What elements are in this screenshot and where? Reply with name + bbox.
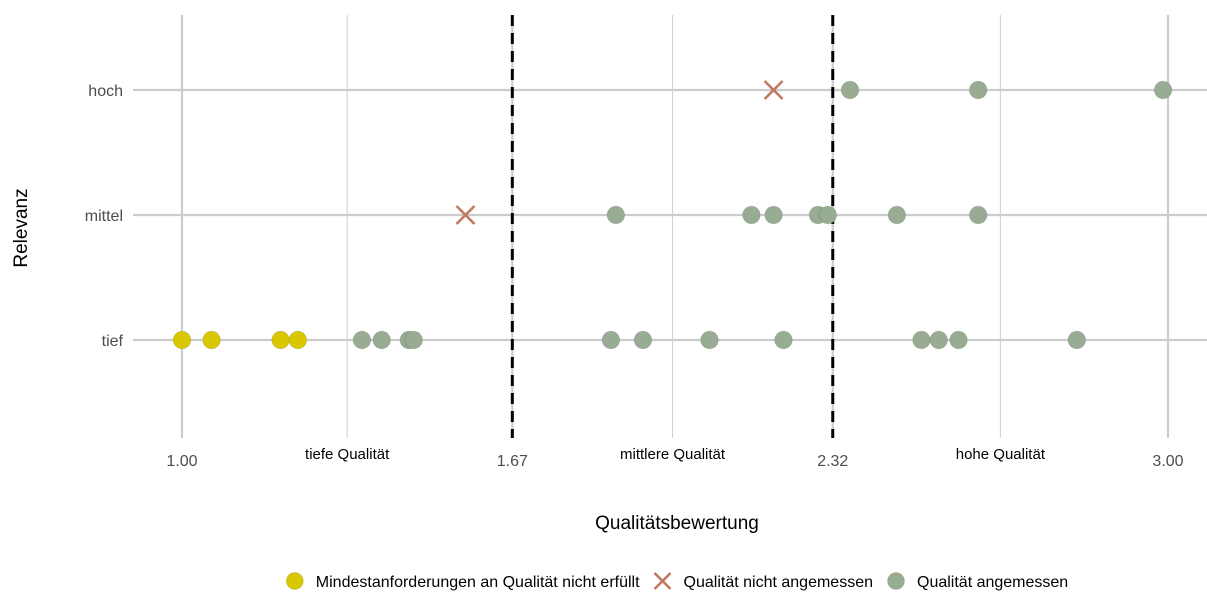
legend-symbol-1 — [653, 572, 672, 590]
point-2-11 — [1067, 330, 1086, 350]
zone-labels: tiefe Qualität mittlere Qualität hohe Qual… — [305, 446, 1046, 463]
point-2-8 — [912, 330, 931, 350]
point-2-18 — [968, 205, 988, 225]
point-2-17 — [887, 205, 907, 225]
series-qualit-t-nicht-angemessen — [455, 80, 784, 225]
point-0-3 — [288, 330, 308, 350]
point-2-21 — [1153, 80, 1173, 100]
point-2-19 — [840, 80, 860, 100]
point-2-5 — [633, 330, 653, 350]
grid — [133, 15, 1207, 438]
y-tick-hoch: hoch — [88, 83, 123, 100]
point-1-1 — [763, 80, 784, 100]
data-points — [172, 80, 1173, 350]
x-tick-1: 1.67 — [497, 453, 528, 470]
legend-label-0: Mindestanforderungen an Qualität nicht e… — [316, 574, 640, 591]
point-2-14 — [764, 205, 783, 225]
point-2-13 — [742, 205, 761, 225]
zone-label-2: hohe Qualität — [956, 446, 1046, 463]
x-tick-0: 1.00 — [166, 453, 197, 470]
threshold-lines — [510, 15, 835, 438]
legend-symbol-2 — [887, 572, 905, 590]
point-2-3 — [404, 330, 423, 350]
x-tick-3: 3.00 — [1152, 453, 1183, 470]
x-tick-labels: 1.00 1.67 2.32 3.00 — [166, 453, 1183, 470]
point-2-12 — [606, 205, 626, 225]
y-tick-mittel: mittel — [85, 208, 123, 225]
point-2-20 — [968, 80, 988, 100]
zone-label-1: mittlere Qualität — [620, 446, 726, 463]
series-mindestanforderungen-an-qualit-t-nicht-erf-llt — [172, 330, 308, 350]
point-2-4 — [601, 330, 621, 350]
legend-label-2: Qualität angemessen — [917, 574, 1068, 591]
point-2-16 — [818, 205, 838, 225]
y-tick-labels: tief mittel hoch — [85, 83, 124, 350]
legend: Mindestanforderungen an Qualität nicht e… — [285, 572, 1068, 591]
point-0-2 — [271, 330, 290, 350]
y-axis-title: Relevanz — [11, 188, 32, 267]
x-tick-2: 2.32 — [817, 453, 848, 470]
series-qualit-t-angemessen — [352, 80, 1173, 350]
point-2-6 — [700, 330, 719, 350]
point-1-0 — [455, 205, 476, 225]
point-2-1 — [372, 330, 391, 350]
y-tick-tief: tief — [102, 333, 124, 350]
legend-label-1: Qualität nicht angemessen — [684, 574, 873, 591]
point-2-10 — [949, 330, 968, 350]
zone-label-0: tiefe Qualität — [305, 446, 390, 463]
point-2-0 — [352, 330, 372, 350]
point-0-1 — [202, 330, 221, 350]
point-2-7 — [774, 330, 793, 350]
legend-symbol-0 — [285, 572, 304, 590]
point-2-9 — [929, 330, 948, 350]
point-0-0 — [172, 330, 192, 350]
x-axis-title: Qualitätsbewertung — [595, 513, 759, 534]
